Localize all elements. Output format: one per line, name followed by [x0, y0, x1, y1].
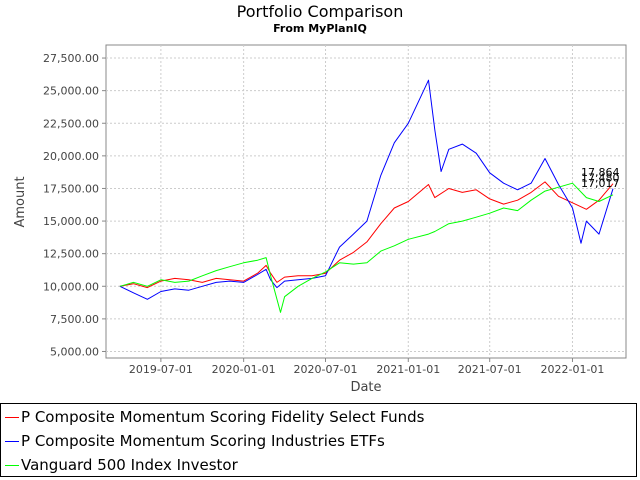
y-tick-label: 15,000.00	[43, 215, 99, 228]
chart-subtitle: From MyPlanIQ	[273, 22, 367, 35]
y-tick-label: 12,500.00	[43, 248, 99, 261]
legend-label: P Composite Momentum Scoring Industries …	[21, 432, 385, 450]
x-axis-ticks: 2019-07-01 2020-01-01 2020-07-01 2021-01-01…	[129, 358, 605, 376]
y-axis-ticks: 5,000.00 7,500.00 10,000.00 12,500.00 15,000…	[43, 52, 106, 358]
series-line-p-composite-momentum-scoring-fidelity-select-funds	[119, 181, 614, 289]
legend-label: P Composite Momentum Scoring Fidelity Se…	[21, 408, 425, 426]
y-tick-label: 25,000.00	[43, 85, 99, 98]
y-tick-label: 5,000.00	[50, 345, 99, 358]
legend-swatch-blue	[5, 440, 19, 442]
legend-item-industries: P Composite Momentum Scoring Industries …	[5, 430, 385, 452]
x-tick-label: 2022-01-01	[541, 363, 605, 376]
y-tick-label: 10,000.00	[43, 280, 99, 293]
end-value-label: 17,864	[581, 166, 620, 179]
legend-label: Vanguard 500 Index Investor	[21, 456, 238, 474]
y-tick-label: 27,500.00	[43, 52, 99, 65]
end-value-label: 17,480	[581, 172, 620, 185]
y-tick-label: 17,500.00	[43, 182, 99, 195]
legend-swatch-green	[5, 464, 19, 466]
end-value-label: 17,017	[581, 177, 620, 190]
legend: P Composite Momentum Scoring Fidelity Se…	[0, 403, 637, 477]
series-line-p-composite-momentum-scoring-industries-etfs	[119, 79, 614, 300]
x-tick-label: 2020-07-01	[294, 363, 358, 376]
x-tick-label: 2021-07-01	[458, 363, 522, 376]
x-axis-label: Date	[350, 380, 381, 395]
x-tick-label: 2019-07-01	[129, 363, 193, 376]
y-tick-label: 22,500.00	[43, 117, 99, 130]
series-line-vanguard-500-index-investor	[119, 182, 614, 313]
y-axis-label: Amount	[13, 176, 28, 227]
portfolio-chart: Portfolio Comparison From MyPlanIQ 5,000…	[13, 2, 627, 395]
y-tick-label: 20,000.00	[43, 150, 99, 163]
series-lines	[119, 79, 614, 313]
legend-item-vanguard: Vanguard 500 Index Investor	[5, 454, 238, 476]
legend-swatch-red	[5, 416, 19, 418]
legend-item-fidelity: P Composite Momentum Scoring Fidelity Se…	[5, 406, 424, 428]
x-tick-label: 2021-01-01	[376, 363, 440, 376]
y-tick-label: 7,500.00	[50, 313, 99, 326]
plot-area	[105, 44, 627, 359]
chart-title: Portfolio Comparison	[237, 2, 404, 21]
x-tick-label: 2020-01-01	[212, 363, 276, 376]
